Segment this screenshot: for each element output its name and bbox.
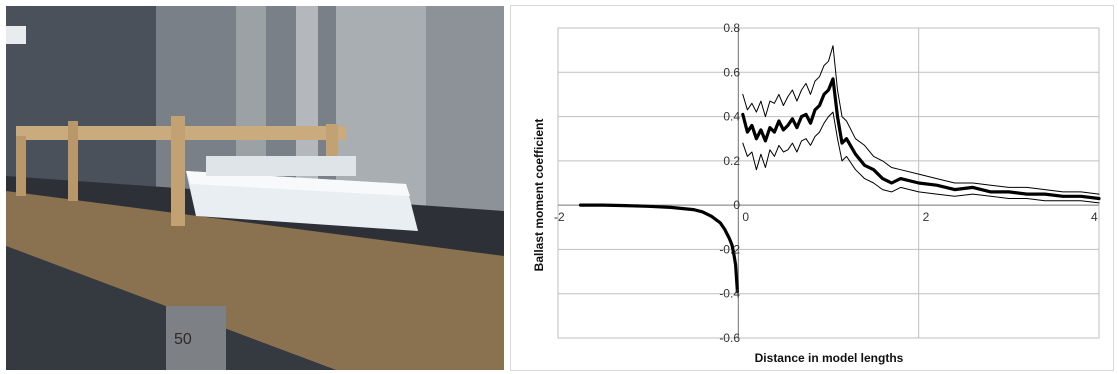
x-axis-title: Distance in model lengths [755, 351, 904, 365]
chart-svg: -0.6 -0.4 -0.2 0 0.2 0.4 0.6 0.8 -2 0 2 4 Distance … [532, 21, 1101, 365]
photo-post-number: 50 [174, 331, 192, 348]
photo-post [166, 306, 226, 370]
photo-frame-leg [171, 116, 185, 226]
plot-border [557, 27, 1100, 339]
x-tick-label: 4 [1091, 210, 1098, 224]
towing-tank-model-photo: 50 [6, 6, 504, 370]
x-tick-label: 0 [742, 210, 749, 224]
photo-model-fittings [206, 156, 356, 176]
y-tick-label: 0.2 [723, 154, 740, 168]
y-tick-label: 0.8 [723, 21, 740, 35]
y-tick-label: -0.6 [719, 331, 740, 345]
photo-wood-beam [6, 191, 504, 370]
photo-model-deck [186, 171, 410, 196]
photo-column [426, 6, 504, 236]
y-tick-label: 0 [733, 198, 740, 212]
chart-axes [558, 28, 1099, 338]
y-axis-title: Ballast moment coefficient [532, 119, 546, 272]
series-line-lower-bound [742, 111, 1100, 204]
photo-frame-leg [326, 124, 338, 166]
y-tick-label: 0.6 [723, 65, 740, 79]
series-line-mean-departure [741, 77, 1101, 201]
chart-grid [557, 27, 1100, 339]
y-tick-label: -0.4 [719, 287, 740, 301]
y-tick-label: -0.2 [719, 242, 740, 256]
photo-frame-leg [16, 136, 26, 196]
photo-frame-leg [68, 121, 78, 201]
ballast-moment-chart: -0.6 -0.4 -0.2 0 0.2 0.4 0.6 0.8 -2 0 2 4 Distance … [510, 5, 1114, 371]
y-tick-label: 0.4 [723, 110, 740, 124]
series-line-mean-approach [578, 203, 739, 294]
series-line-upper-bound [742, 45, 1100, 195]
x-tick-label: 2 [923, 210, 930, 224]
x-tick-label: -2 [554, 210, 565, 224]
towing-tank-photo: 50 [6, 6, 504, 370]
chart-tick-labels: -0.6 -0.4 -0.2 0 0.2 0.4 0.6 0.8 -2 0 2 4 [554, 21, 1098, 345]
chart-series [578, 45, 1101, 294]
photo-light [6, 26, 26, 44]
